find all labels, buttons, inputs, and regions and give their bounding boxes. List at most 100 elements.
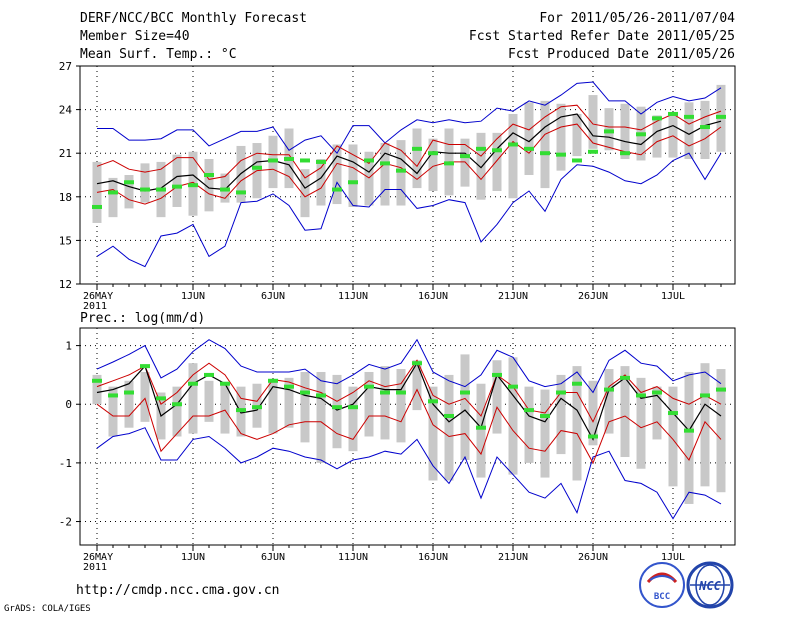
prec-median-mark	[588, 434, 598, 439]
temp-ytick-label: 24	[59, 104, 73, 117]
prec-median-mark	[124, 390, 134, 395]
source-url[interactable]: http://cmdp.ncc.cma.gov.cn	[76, 583, 280, 598]
temp-median-mark	[140, 187, 150, 192]
prec-median-mark	[140, 364, 150, 369]
bcc-logo: BCC	[639, 562, 685, 608]
prec-median-mark	[636, 393, 646, 398]
temp-median-mark	[492, 148, 502, 153]
prec-median-mark	[92, 378, 102, 383]
prec-ytick-label: -2	[59, 516, 72, 529]
prec-median-mark	[492, 372, 502, 377]
temp-median-mark	[652, 116, 662, 121]
prec-median-mark	[364, 384, 374, 389]
temp-spread-box	[300, 169, 310, 218]
temp-median-mark	[124, 180, 134, 185]
bcc-logo-text: BCC	[654, 592, 670, 602]
temp-xtick-label: 1JUL	[661, 291, 685, 302]
temp-median-mark	[380, 161, 390, 166]
temp-median-mark	[668, 111, 678, 116]
temp-median-mark	[396, 168, 406, 173]
temp-frame	[79, 65, 736, 285]
temp-median-mark	[92, 204, 102, 209]
temp-spread-box	[140, 163, 150, 203]
grads-credit: GrADS: COLA/IGES	[4, 604, 91, 614]
prec-ytick-label: -1	[59, 457, 72, 470]
prec-median-mark	[700, 393, 710, 398]
temp-spread-box	[348, 144, 358, 207]
precipitation-panel: -2 -1 0 1 26MAY 1JUN 6JUN 11JUN 16JUN 21JUN 26JUN 1…	[59, 311, 736, 573]
prec-spread-box	[604, 369, 614, 434]
prec-median-mark	[220, 381, 230, 386]
prec-spread-box	[380, 366, 390, 440]
prec-spread-box	[492, 360, 502, 434]
start-date: Fcst Started Refer Date 2011/05/25	[468, 29, 735, 44]
prec-xtick-label: 6JUN	[261, 552, 285, 563]
temp-upper-spread-line	[96, 104, 722, 180]
temp-spread-box	[492, 132, 502, 191]
forecast-period: For 2011/05/26-2011/07/04	[539, 11, 735, 26]
prec-min-line	[96, 427, 722, 520]
prec-xtick-label: 21JUN	[498, 552, 528, 563]
temp-spread-box	[460, 138, 470, 187]
prec-median-mark	[252, 405, 262, 410]
prec-median-mark	[108, 393, 118, 398]
temp-xtick-label: 26JUN	[578, 291, 608, 302]
temp-spread-box	[604, 108, 614, 151]
temp-spread-box	[588, 95, 598, 149]
prec-xtick-label: 11JUN	[338, 552, 368, 563]
temp-plot-area	[92, 81, 726, 268]
temp-spread-box	[508, 113, 518, 199]
temp-median-mark	[412, 146, 422, 151]
prec-median-mark	[332, 405, 342, 410]
temp-median-mark	[508, 142, 518, 147]
temp-spread-box	[524, 102, 534, 175]
prec-spread-box	[108, 386, 118, 437]
temp-spread-box	[204, 159, 214, 212]
prec-median-mark	[684, 428, 694, 433]
prec-spread-box	[412, 360, 422, 411]
prec-spread-box	[572, 366, 582, 481]
prec-median-mark	[508, 384, 518, 389]
temp-spread-box	[428, 138, 438, 191]
variable-label: Mean Surf. Temp.: °C	[80, 47, 237, 62]
temp-median-mark	[348, 180, 358, 185]
temp-median-mark	[108, 190, 118, 195]
prec-spread-box	[524, 386, 534, 463]
prec-lower-spread-line	[96, 388, 722, 465]
prec-median-mark	[556, 390, 566, 395]
prec-median-mark	[156, 396, 166, 401]
temp-spread-box	[108, 177, 118, 218]
prec-median-mark	[716, 387, 726, 392]
prec-spread-box	[140, 371, 150, 422]
temp-xtick-label: 16JUN	[418, 291, 448, 302]
prec-median-mark	[300, 390, 310, 395]
prec-spread-box	[220, 383, 230, 434]
temp-year-label: 2011	[83, 301, 107, 312]
prec-spread-box	[556, 374, 566, 455]
temp-median-mark	[684, 114, 694, 119]
prec-spread-box	[332, 374, 342, 449]
prec-max-line	[96, 338, 722, 394]
prec-median-mark	[652, 390, 662, 395]
temp-spread-box	[396, 140, 406, 206]
prec-ytick-label: 0	[65, 398, 72, 411]
temp-median-mark	[364, 158, 374, 163]
temp-spread-box	[684, 102, 694, 160]
temp-median-mark	[524, 146, 534, 151]
temp-median-mark	[444, 161, 454, 166]
prec-median-mark	[236, 408, 246, 413]
prec-median-mark	[268, 378, 278, 383]
prec-median-mark	[668, 411, 678, 416]
prec-median-mark	[396, 390, 406, 395]
prec-spread-box	[652, 386, 662, 440]
prec-xtick-label: 1JUL	[661, 552, 685, 563]
prec-spread-box	[700, 363, 710, 487]
temp-spread-box	[572, 113, 582, 157]
prec-xtick-label: 16JUN	[418, 552, 448, 563]
prec-upper-spread-line	[96, 359, 722, 423]
prec-spread-box	[364, 371, 374, 437]
prec-spread-box	[668, 386, 678, 487]
temp-xtick-label: 21JUN	[498, 291, 528, 302]
temp-median-mark	[204, 173, 214, 177]
